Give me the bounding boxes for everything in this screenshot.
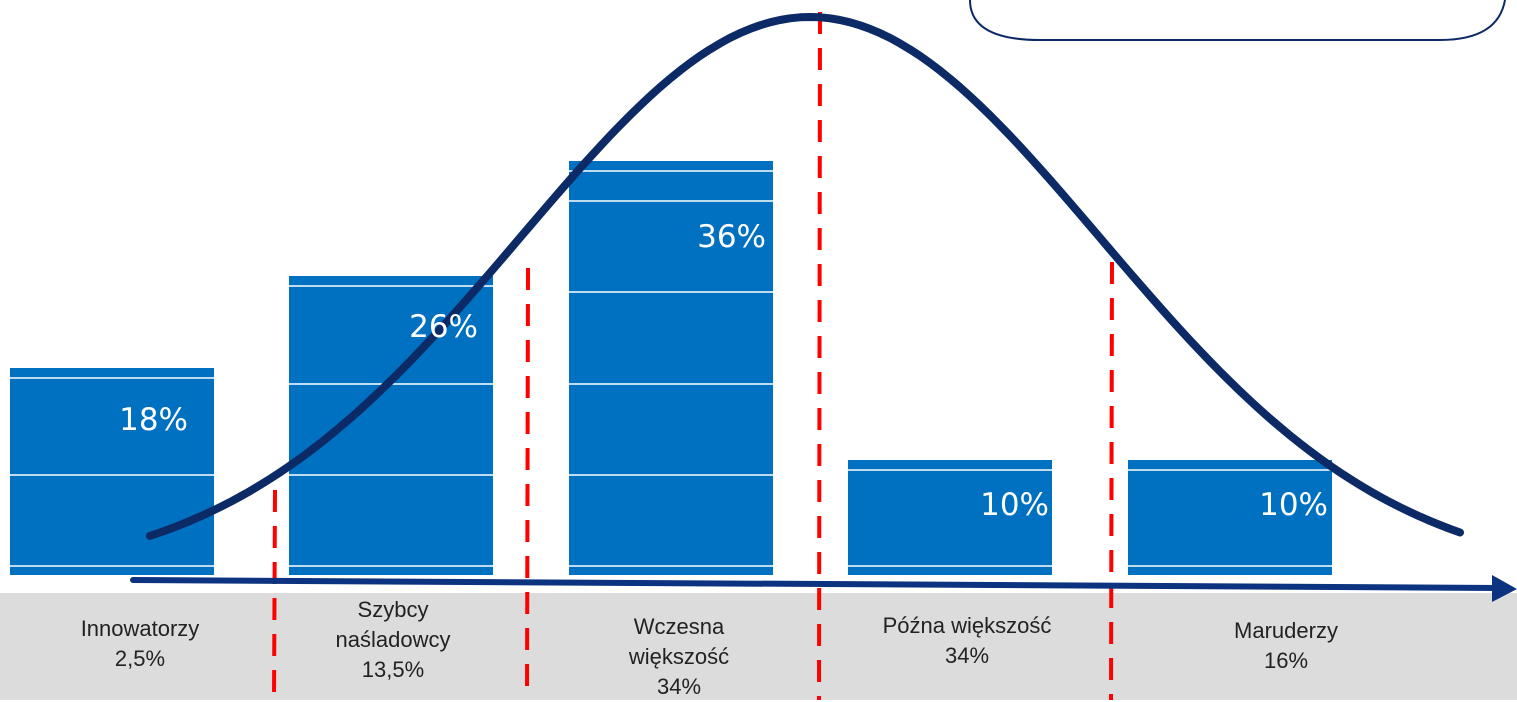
x-axis: [130, 577, 1501, 591]
bar-value-label-innowatorzy: 18%: [119, 402, 188, 438]
bar-innowatorzy: [10, 368, 214, 575]
category-label-szybcy-nasladowcy: Szybcy naśladowcy 13,5%: [335, 597, 451, 682]
x-axis-arrow-icon: [1492, 575, 1517, 602]
dividers-layer: [272, 11, 1114, 700]
bar-value-label-szybcy-nasladowcy: 26%: [409, 309, 478, 345]
segment-divider-3: [817, 11, 822, 700]
bar-value-labels: 18% 26% 36% 10% 10%: [119, 219, 1328, 523]
bar-szybcy-nasladowcy: [289, 276, 493, 575]
bar-value-label-pozna-wiekszosc: 10%: [980, 487, 1049, 523]
category-label-innowatorzy: Innowatorzy 2,5%: [80, 616, 200, 671]
bar-value-label-maruderzy: 10%: [1259, 487, 1328, 523]
segment-divider-4: [1109, 261, 1114, 700]
normal-distribution-curve: [146, 13, 1464, 540]
category-label-maruderzy: Maruderzy 16%: [1234, 618, 1338, 673]
callout-box: [969, 0, 1506, 41]
category-label-pozna-wiekszosc: Późna większość 34%: [882, 613, 1052, 668]
bar-wczesna-wiekszosc: [569, 161, 773, 575]
segment-divider-2: [525, 267, 530, 700]
category-label-wczesna-wiekszosc: Wczesna większość 34%: [628, 614, 730, 699]
bar-value-label-wczesna-wiekszosc: 36%: [697, 219, 766, 255]
category-band: [0, 593, 1517, 700]
bar-maruderzy: [1128, 460, 1332, 575]
segment-divider-1: [272, 489, 277, 700]
bar-pozna-wiekszosc: [848, 460, 1052, 575]
bars-layer: [10, 161, 1332, 575]
